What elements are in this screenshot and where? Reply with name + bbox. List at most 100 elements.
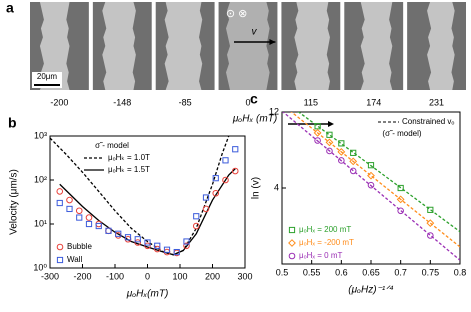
y-tick-label: 10⁰ [33, 262, 47, 272]
legend-label: μₒHₓ = -200 mT [299, 238, 354, 247]
domain-stripe [39, 2, 70, 90]
marker-circle [212, 189, 220, 197]
marker-circle [85, 214, 93, 221]
x-axis-label: μₒHₓ(mT) [126, 289, 169, 300]
field-label: 231 [429, 97, 444, 107]
scale-bar-label: 20μm [37, 72, 58, 81]
x-tick-label: 0.65 [362, 267, 380, 277]
marker-square [66, 205, 73, 213]
marker-diamond [337, 147, 346, 156]
x-tick-label: 300 [237, 271, 252, 281]
marker-square [212, 175, 219, 182]
x-tick-label: 0.55 [303, 267, 321, 277]
marker-circle [105, 227, 112, 235]
marker-square [222, 157, 229, 164]
marker-circle [56, 188, 64, 195]
marker-square [314, 123, 321, 130]
x-tick-label: 200 [205, 271, 220, 281]
domain-stripe [102, 2, 136, 90]
marker-diamond [426, 219, 435, 228]
domain-stripe [164, 2, 203, 90]
marker-circle [349, 167, 357, 175]
marker-circle [231, 167, 239, 175]
x-tick-label: 0.5 [276, 267, 289, 277]
field-label: 0 [245, 97, 250, 107]
marker-circle [397, 207, 404, 215]
marker-square [427, 206, 434, 213]
marker-circle [66, 196, 73, 204]
marker-square [115, 230, 122, 237]
field-label: -85 [179, 97, 192, 107]
marker-square [76, 214, 83, 221]
legend-label: μₒHₓ = 0 mT [299, 251, 342, 260]
marker-circle [427, 232, 434, 239]
legend-title: Constrained vₒ [402, 117, 454, 126]
marker-square [183, 238, 190, 245]
marker-square [163, 246, 171, 253]
legend-label: μₒHₖ = 1.5T [108, 165, 150, 174]
y-tick-label: 10¹ [34, 218, 47, 228]
marker-square [124, 234, 132, 241]
marker-square [56, 199, 63, 207]
marker-diamond [349, 157, 358, 166]
marker-circle [314, 137, 321, 144]
field-symbols: ⊙ ⊗ [226, 8, 248, 20]
y-tick-label: 10² [34, 174, 47, 184]
plot-area [50, 136, 239, 257]
marker-square [173, 248, 180, 256]
marker-square [202, 194, 210, 201]
marker-square [193, 213, 200, 220]
field-label: -200 [50, 97, 68, 107]
x-tick-label: -100 [106, 271, 124, 281]
marker-square [338, 140, 345, 147]
marker-circle [183, 242, 190, 250]
plot-area [282, 112, 460, 261]
marker-square [154, 242, 161, 249]
marker-diamond [396, 195, 405, 204]
field-label: -148 [113, 97, 131, 107]
marker-diamond [367, 171, 375, 180]
x-axis-label: (μₒHz)⁻¹ᐟ⁴ [348, 285, 393, 296]
marker-circle [95, 220, 103, 228]
marker-circle [75, 207, 83, 215]
x-tick-label: 0.8 [454, 267, 467, 277]
velocity-label: v [252, 27, 258, 38]
x-tick-label: 0.7 [394, 267, 407, 277]
x-tick-label: 0.6 [335, 267, 348, 277]
y-tick-label: 12 [269, 106, 279, 116]
domain-stripe [226, 2, 270, 90]
marker-diamond [313, 128, 322, 137]
marker-square [85, 220, 93, 228]
marker-square [367, 162, 375, 169]
x-tick-label: 0 [145, 271, 150, 281]
marker-circle [134, 239, 142, 246]
domain-stripe [427, 2, 455, 90]
marker-circle [192, 222, 200, 230]
model-line [297, 112, 460, 233]
x-tick-label: -200 [73, 271, 91, 281]
marker-square [232, 146, 239, 153]
marker-square [95, 222, 102, 230]
marker-circle [367, 181, 375, 189]
legend-marker [288, 226, 296, 234]
domain-stripe [360, 2, 393, 90]
legend-marker [56, 256, 64, 264]
field-label: 174 [366, 97, 381, 107]
y-tick-label: 4 [274, 182, 279, 192]
legend-marker [56, 243, 64, 251]
model-line [282, 112, 460, 261]
legend-label: μₒHₖ = 1.0T [108, 153, 150, 162]
model-line [290, 112, 460, 248]
marker-square [105, 227, 112, 234]
arrow-head [269, 39, 276, 45]
y-axis-label: ln (v) [251, 177, 262, 199]
marker-square [134, 236, 141, 243]
x-tick-label: -300 [41, 271, 59, 281]
panel-label: b [8, 115, 17, 131]
marker-square [144, 239, 151, 246]
axis-label: μₒHₓ (mT) [232, 114, 277, 125]
y-tick-label: 10³ [34, 130, 47, 140]
marker-square [397, 184, 404, 192]
marker-circle [153, 245, 161, 253]
